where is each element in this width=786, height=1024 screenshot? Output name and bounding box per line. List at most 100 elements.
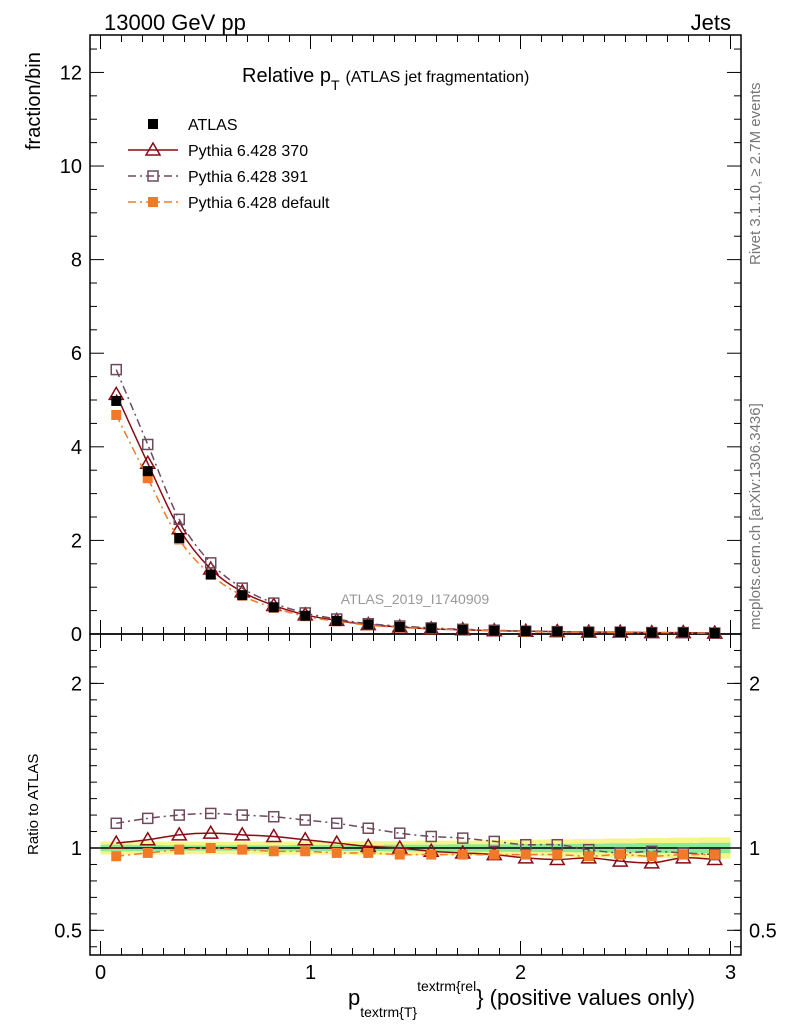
ratio-point-pythia-6-428-391 xyxy=(268,810,280,823)
main-point-atlas xyxy=(111,395,122,406)
ratio-point-pythia-6-428-391 xyxy=(331,817,343,830)
title-sub: T xyxy=(331,77,340,93)
legend-marker-pythia-6-428-370 xyxy=(144,141,162,156)
main-point-atlas xyxy=(552,626,563,637)
main-ytick-label: 2 xyxy=(71,530,82,552)
ratio-point-pythia-6-428-default xyxy=(583,851,594,862)
rivet-label: Rivet 3.1.10, ≥ 2.7M events xyxy=(747,83,764,266)
main-point-atlas xyxy=(457,624,468,635)
main-point-atlas xyxy=(174,533,185,544)
xlabel-sub: textrm{T xyxy=(360,1004,413,1020)
ratio-point-pythia-6-428-default xyxy=(615,849,626,860)
main-point-atlas xyxy=(237,590,248,601)
ratio-xtick-label: 1 xyxy=(305,962,316,984)
main-point-pythia-6-428-default xyxy=(111,409,122,420)
legend-marker-pythia-6-428-391 xyxy=(147,170,159,182)
ratio-point-pythia-6-428-default xyxy=(331,847,342,858)
ratio-point-pythia-6-428-default xyxy=(237,844,248,855)
ratio-xtick-label: 0 xyxy=(95,962,106,984)
ratio-point-pythia-6-428-370 xyxy=(202,824,220,839)
main-point-atlas xyxy=(426,623,437,634)
ratio-point-pythia-6-428-default xyxy=(111,851,122,862)
ratio-point-pythia-6-428-391 xyxy=(236,809,248,821)
main-point-atlas xyxy=(646,627,657,638)
ratio-frame xyxy=(89,633,742,956)
ratio-point-pythia-6-428-default xyxy=(174,844,185,855)
ratio-series xyxy=(107,807,724,869)
energy-label: 13000 GeV pp xyxy=(104,10,246,35)
legend-marker-pythia-6-428-default xyxy=(148,197,158,207)
main-point-atlas xyxy=(205,569,216,580)
main-ylabel: fraction/bin xyxy=(23,52,45,150)
legend-label-pythia-6-428-default: Pythia 6.428 default xyxy=(188,195,330,212)
ratio-ytick-label: 2 xyxy=(71,673,82,695)
ratio-ytick-label: 0.5 xyxy=(54,920,82,942)
ratio-ytick-label-right: 1 xyxy=(749,838,760,860)
ratio-ytick-label-right: 0.5 xyxy=(749,920,777,942)
ratio-point-pythia-6-428-default xyxy=(646,851,657,862)
ratio-point-pythia-6-428-391 xyxy=(173,809,185,821)
ratio-point-pythia-6-428-default xyxy=(205,843,216,853)
main-point-atlas xyxy=(615,627,626,638)
xlabel-main: p xyxy=(348,985,360,1010)
main-point-atlas xyxy=(300,610,311,621)
ratio-point-pythia-6-428-default xyxy=(489,849,500,860)
mcplots-label: mcplots.cern.ch [arXiv:1306.3436] xyxy=(747,403,764,630)
legend: ATLAS Pythia 6.428 370 Pythia 6.428 391 Pyt… xyxy=(128,117,330,212)
main-point-pythia-6-428-default xyxy=(142,473,153,484)
main-point-atlas xyxy=(363,619,374,630)
main-title: Relative pT (ATLAS jet fragmentation) xyxy=(242,65,529,93)
ratio-point-pythia-6-428-391 xyxy=(488,835,500,848)
ratio-xtick-label: 3 xyxy=(725,962,736,984)
main-point-atlas xyxy=(394,621,405,632)
ratio-point-pythia-6-428-default xyxy=(268,846,279,857)
xlabel-close: } xyxy=(412,1004,417,1020)
main-series xyxy=(107,363,724,639)
ratio-xlabel: ptextrm{T}textrm{rel} (positive values o… xyxy=(348,978,695,1020)
ratio-point-pythia-6-428-391 xyxy=(457,832,469,844)
ratio-point-pythia-6-428-370 xyxy=(107,834,125,849)
ratio-line-pythia-6-428-370 xyxy=(116,832,715,864)
title-main: Relative p xyxy=(242,65,331,87)
main-ytick-label: 6 xyxy=(71,343,82,365)
main-point-atlas xyxy=(520,626,531,637)
main-ytick-label: 8 xyxy=(71,250,82,272)
ratio-point-pythia-6-428-391 xyxy=(425,830,437,843)
legend-label-pythia-6-428-370: Pythia 6.428 370 xyxy=(188,143,308,160)
ratio-point-pythia-6-428-370 xyxy=(170,826,188,841)
title-rest: (ATLAS jet fragmentation) xyxy=(346,69,530,86)
ratio-point-pythia-6-428-default xyxy=(363,847,374,858)
ratio-point-pythia-6-428-391 xyxy=(394,827,406,839)
main-ytick-label: 10 xyxy=(60,156,82,178)
main-point-atlas xyxy=(709,628,720,639)
xlabel-sup: textrm{rel xyxy=(417,978,476,994)
ratio-point-pythia-6-428-370 xyxy=(296,831,314,846)
ratio-point-pythia-6-428-default xyxy=(300,846,311,857)
ratio-point-pythia-6-428-default xyxy=(520,849,531,860)
main-point-pythia-6-428-391 xyxy=(142,438,154,451)
main-point-atlas xyxy=(142,466,153,477)
ratio-point-pythia-6-428-370 xyxy=(139,831,157,846)
ratio-xtick-label: 2 xyxy=(515,962,526,984)
ratio-point-pythia-6-428-370 xyxy=(233,826,251,841)
ratio-point-pythia-6-428-391 xyxy=(299,814,311,826)
main-ytick-label: 0 xyxy=(71,624,82,646)
ratio-point-pythia-6-428-default xyxy=(678,849,689,860)
ratio-point-pythia-6-428-default xyxy=(142,847,153,858)
ratio-ylabel: Ratio to ATLAS xyxy=(25,754,42,855)
ratio-point-pythia-6-428-default xyxy=(457,849,468,860)
legend-marker-atlas xyxy=(148,119,158,129)
legend-label-pythia-6-428-391: Pythia 6.428 391 xyxy=(188,169,308,186)
ratio-point-pythia-6-428-391 xyxy=(362,822,374,834)
ratio-point-pythia-6-428-391 xyxy=(110,817,122,830)
ratio-point-pythia-6-428-370 xyxy=(643,854,661,869)
ratio-point-pythia-6-428-370 xyxy=(611,852,629,867)
ratio-point-pythia-6-428-370 xyxy=(265,827,283,843)
xlabel-rest: } (positive values only) xyxy=(476,985,695,1010)
ratio-point-pythia-6-428-default xyxy=(552,849,563,860)
process-label: Jets xyxy=(691,10,731,35)
ratio-point-pythia-6-428-default xyxy=(709,849,720,860)
main-point-atlas xyxy=(331,615,342,626)
main-point-atlas xyxy=(489,625,500,636)
